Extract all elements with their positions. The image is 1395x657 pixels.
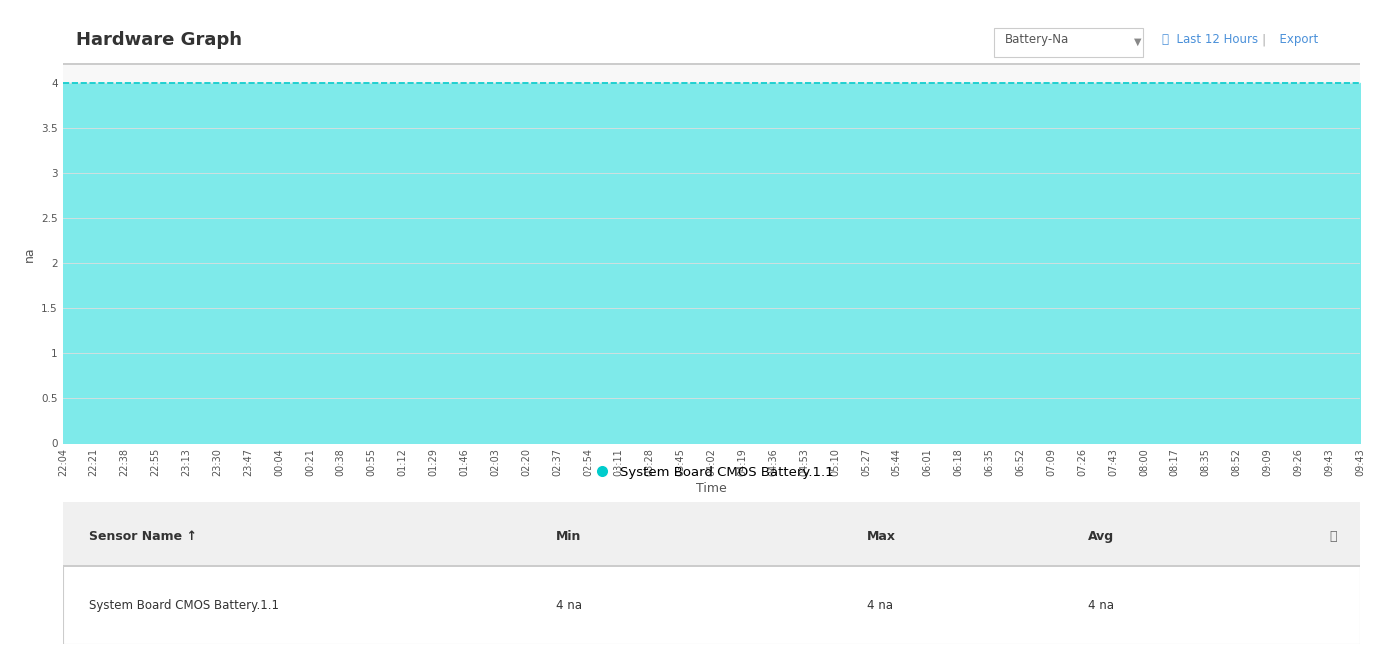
Text: ▼: ▼ [1134, 37, 1143, 47]
Text: Avg: Avg [1088, 530, 1113, 543]
Text: Export: Export [1272, 34, 1318, 47]
Bar [63, 63, 1360, 64]
FancyBboxPatch shape [63, 502, 1360, 644]
Legend: System Board CMOS Battery.1.1: System Board CMOS Battery.1.1 [583, 461, 840, 484]
Text: |: | [1261, 34, 1265, 47]
Text: 4 na: 4 na [555, 599, 582, 612]
Text: ⏰  Last 12 Hours: ⏰ Last 12 Hours [1162, 34, 1258, 47]
Text: Hardware Graph: Hardware Graph [75, 31, 241, 49]
Text: 4 na: 4 na [868, 599, 893, 612]
Text: Sensor Name ↑: Sensor Name ↑ [89, 530, 197, 543]
X-axis label: Time: Time [696, 482, 727, 495]
FancyBboxPatch shape [995, 28, 1144, 57]
Y-axis label: na: na [22, 246, 36, 261]
Text: Battery-Na: Battery-Na [1004, 34, 1069, 47]
Text: 4 na: 4 na [1088, 599, 1113, 612]
Bar [63, 502, 1360, 566]
Bar [63, 565, 1360, 566]
Text: Min: Min [555, 530, 582, 543]
Text: System Board CMOS Battery.1.1: System Board CMOS Battery.1.1 [89, 599, 279, 612]
Text: Max: Max [868, 530, 896, 543]
Text: 🔍: 🔍 [1329, 530, 1336, 543]
